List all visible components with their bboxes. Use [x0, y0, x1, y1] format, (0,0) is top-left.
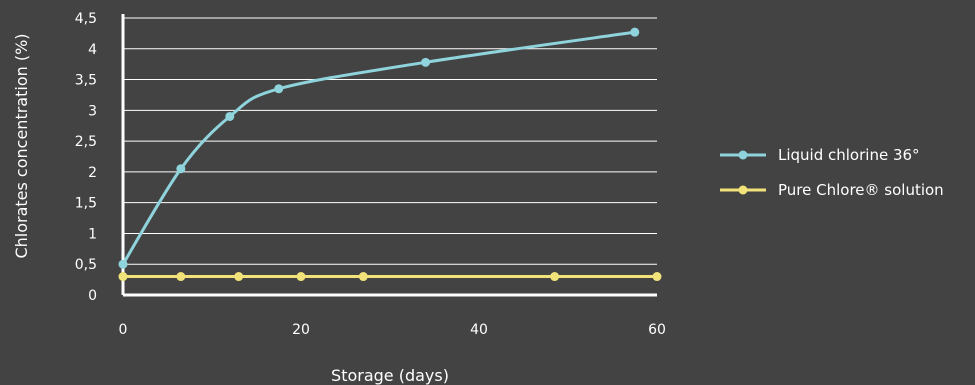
data-point	[358, 272, 368, 282]
data-point	[630, 27, 640, 37]
x-tick-label: 0	[119, 322, 128, 338]
legend-swatch-dot	[738, 185, 748, 195]
legend-item: Liquid chlorine 36°	[720, 146, 920, 164]
y-tick-label: 2	[88, 165, 97, 181]
legend-swatch-dot	[738, 150, 748, 160]
y-tick-label: 1	[88, 226, 97, 242]
data-point	[234, 272, 244, 282]
legend-item: Pure Chlore® solution	[720, 181, 944, 199]
data-point	[274, 84, 284, 94]
legend-label: Liquid chlorine 36°	[778, 146, 920, 164]
data-point	[225, 111, 235, 121]
data-point	[296, 272, 306, 282]
series-line	[121, 30, 635, 265]
grid-lines	[123, 17, 657, 265]
legend: Liquid chlorine 36° Pure Chlore® solution	[720, 146, 944, 199]
y-tick-label: 2,5	[75, 134, 97, 150]
data-point	[118, 272, 128, 282]
y-tick-label: 4,5	[75, 11, 97, 27]
y-axis-title: Chlorates concentration (%)	[12, 33, 31, 258]
y-tick-label: 3,5	[75, 73, 97, 89]
data-point	[176, 272, 186, 282]
y-tick-label: 0,5	[75, 257, 97, 273]
y-tick-labels: 0 0,5 1 1,5 2 2,5 3 3,5 4 4,5	[75, 11, 97, 304]
x-tick-label: 40	[470, 322, 488, 338]
y-tick-label: 3	[88, 103, 97, 119]
data-point	[652, 272, 662, 282]
data-point	[118, 259, 128, 269]
x-tick-label: 60	[648, 322, 666, 338]
data-point	[176, 164, 186, 174]
legend-label: Pure Chlore® solution	[778, 181, 944, 199]
y-tick-label: 4	[88, 42, 97, 58]
series-layer	[118, 27, 662, 282]
data-point	[421, 57, 431, 67]
y-tick-label: 0	[88, 288, 97, 304]
axes	[121, 14, 657, 297]
x-tick-label: 20	[292, 322, 310, 338]
x-axis-title: Storage (days)	[331, 366, 449, 385]
x-tick-labels: 0 20 40 60	[119, 322, 666, 338]
data-point	[550, 272, 560, 282]
y-tick-label: 1,5	[75, 196, 97, 212]
